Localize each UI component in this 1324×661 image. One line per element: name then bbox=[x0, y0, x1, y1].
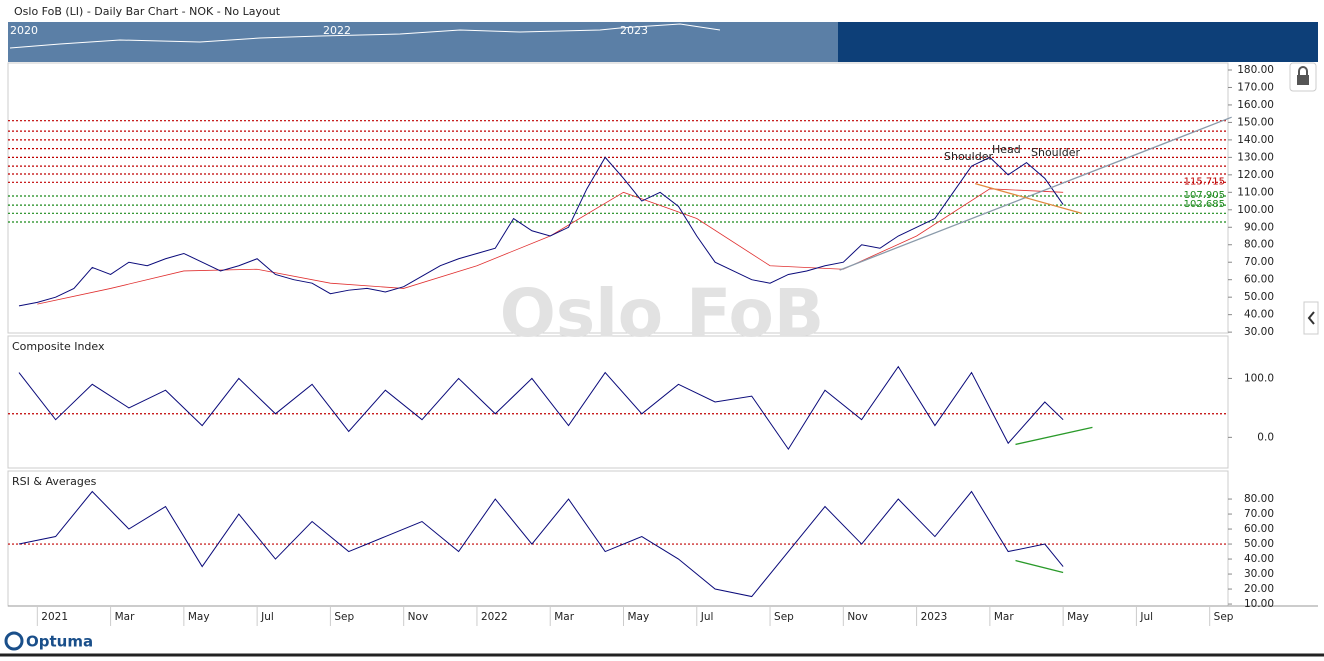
y-tick-label: 80.00 bbox=[1244, 239, 1274, 251]
x-tick-label: Jul bbox=[1139, 611, 1153, 623]
x-tick-label: May bbox=[1067, 611, 1089, 623]
y-tick-label: 90.00 bbox=[1244, 221, 1274, 233]
y-tick-label: 100.00 bbox=[1237, 204, 1274, 216]
y-tick-label: 180.00 bbox=[1237, 64, 1274, 76]
x-tick-label: May bbox=[627, 611, 649, 623]
trendline bbox=[1015, 559, 1064, 574]
annotation: Shoulder bbox=[944, 150, 993, 163]
price-line bbox=[18, 156, 1064, 307]
trendline bbox=[839, 116, 1232, 271]
x-tick-label: Mar bbox=[554, 611, 574, 623]
y-tick-label: 80.00 bbox=[1244, 493, 1274, 505]
annotation: Head bbox=[992, 143, 1021, 156]
y-tick-label: 170.00 bbox=[1237, 81, 1274, 93]
panel-title: Composite Index bbox=[12, 340, 105, 353]
price-line bbox=[18, 490, 1064, 598]
y-tick-label: 130.00 bbox=[1237, 151, 1274, 163]
watermark: Oslo FoB bbox=[500, 275, 824, 352]
panel bbox=[7, 335, 1229, 469]
panel-title: RSI & Averages bbox=[12, 475, 97, 488]
level-label: 102.685 bbox=[1184, 199, 1225, 210]
y-tick-label: 30.00 bbox=[1244, 568, 1274, 580]
y-tick-label: 30.00 bbox=[1244, 326, 1274, 338]
panel bbox=[7, 62, 1229, 334]
y-tick-label: 150.00 bbox=[1237, 116, 1274, 128]
x-tick-label: Mar bbox=[994, 611, 1014, 623]
navigator-range[interactable] bbox=[838, 22, 1318, 62]
y-tick-label: 40.00 bbox=[1244, 553, 1274, 565]
trendline bbox=[975, 182, 1082, 214]
y-tick-label: 40.00 bbox=[1244, 309, 1274, 321]
logo: Optuma bbox=[26, 633, 93, 651]
x-tick-label: Jul bbox=[260, 611, 274, 623]
x-tick-label: 2021 bbox=[41, 611, 68, 623]
x-tick-label: Nov bbox=[408, 611, 429, 623]
y-tick-label: 120.00 bbox=[1237, 169, 1274, 181]
x-tick-label: Sep bbox=[774, 611, 794, 623]
y-tick-label: 60.00 bbox=[1244, 274, 1274, 286]
price-line bbox=[18, 365, 1064, 451]
x-tick-label: Sep bbox=[334, 611, 354, 623]
y-tick-label: 140.00 bbox=[1237, 134, 1274, 146]
level-label: 107.905 bbox=[1184, 190, 1225, 201]
y-tick-label: 10.00 bbox=[1244, 598, 1274, 610]
y-tick-label: 0.0 bbox=[1257, 431, 1274, 443]
lock-icon bbox=[1298, 66, 1308, 75]
x-tick-label: Mar bbox=[115, 611, 135, 623]
y-tick-label: 100.0 bbox=[1244, 372, 1274, 384]
y-tick-label: 60.00 bbox=[1244, 523, 1274, 535]
annotation: Shoulder bbox=[1031, 146, 1080, 159]
y-tick-label: 70.00 bbox=[1244, 256, 1274, 268]
chart-title: Oslo FoB (LI) - Daily Bar Chart - NOK - … bbox=[14, 5, 281, 18]
nav-label: 2023 bbox=[620, 24, 648, 37]
y-tick-label: 20.00 bbox=[1244, 583, 1274, 595]
x-tick-label: May bbox=[188, 611, 210, 623]
x-tick-label: Sep bbox=[1214, 611, 1234, 623]
panel bbox=[7, 470, 1229, 607]
navigator-line bbox=[9, 23, 721, 49]
level-label: 115.715 bbox=[1184, 176, 1225, 187]
nav-label: 2020 bbox=[10, 24, 38, 37]
logo-icon bbox=[4, 631, 24, 651]
y-tick-label: 50.00 bbox=[1244, 291, 1274, 303]
y-tick-label: 70.00 bbox=[1244, 508, 1274, 520]
lock-icon bbox=[1297, 75, 1309, 85]
collapse-icon bbox=[1307, 311, 1315, 325]
nav-label: 2022 bbox=[323, 24, 351, 37]
y-tick-label: 50.00 bbox=[1244, 538, 1274, 550]
x-tick-label: 2023 bbox=[921, 611, 948, 623]
trendline bbox=[1015, 426, 1093, 446]
y-tick-label: 110.00 bbox=[1237, 186, 1274, 198]
collapse-button[interactable] bbox=[1303, 301, 1319, 335]
x-tick-label: 2022 bbox=[481, 611, 508, 623]
x-tick-label: Nov bbox=[847, 611, 868, 623]
navigator[interactable] bbox=[8, 22, 838, 62]
x-tick-label: Jul bbox=[700, 611, 714, 623]
y-tick-label: 160.00 bbox=[1237, 99, 1274, 111]
